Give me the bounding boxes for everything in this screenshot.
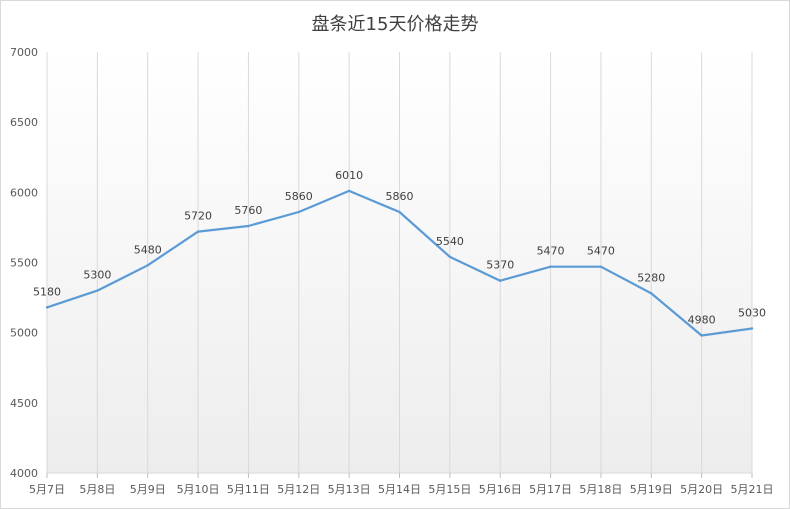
x-tick-label: 5月8日: [79, 483, 115, 496]
x-tick-label: 5月12日: [277, 483, 320, 496]
data-label: 5860: [285, 190, 313, 203]
data-label: 4980: [688, 313, 716, 326]
y-tick-label: 6000: [10, 186, 38, 199]
data-label: 5470: [537, 245, 565, 258]
data-point: [45, 306, 49, 309]
x-tick-label: 5月15日: [428, 483, 471, 496]
data-label: 5540: [436, 235, 464, 248]
data-label: 5720: [184, 210, 212, 223]
data-label: 5480: [134, 243, 162, 256]
y-tick-label: 4500: [10, 397, 38, 410]
data-point: [650, 292, 653, 295]
data-point: [347, 189, 351, 193]
x-tick-label: 5月17日: [529, 483, 572, 496]
data-point: [549, 265, 552, 268]
x-tick-label: 5月20日: [680, 483, 723, 496]
data-point: [196, 230, 200, 233]
x-tick-label: 5月13日: [328, 483, 371, 496]
data-point: [599, 265, 603, 268]
y-axis: 4000 4500 5000 5500 6000 6500 7000: [10, 46, 48, 480]
y-tick-label: 5000: [10, 327, 38, 340]
y-tick-label: 7000: [10, 46, 38, 59]
data-label: 5370: [486, 259, 514, 272]
y-tick-label: 4000: [10, 467, 38, 480]
data-label: 5470: [587, 245, 615, 258]
data-point: [398, 210, 401, 214]
x-tick-label: 5月18日: [579, 483, 622, 496]
data-labels: 5180 5300 5480 5720 5760 5860 6010 5860 5540 5370…: [33, 169, 766, 327]
x-tick-label: 5月10日: [177, 483, 220, 496]
data-point: [700, 334, 703, 337]
data-label: 5030: [738, 306, 766, 319]
data-point: [297, 210, 300, 214]
x-axis: 5月7日 5月8日 5月9日 5月10日 5月11日 5月12日 5月13日 5月14日 5月1…: [29, 472, 774, 496]
chart-title: 盘条近15天价格走势: [311, 14, 479, 35]
x-tick-label: 5月21日: [731, 483, 774, 496]
x-tick-label: 5月19日: [630, 483, 673, 496]
data-point: [146, 264, 149, 267]
series-group: [45, 189, 754, 337]
y-tick-label: 5500: [10, 257, 38, 270]
data-point: [499, 279, 502, 282]
data-point: [247, 224, 250, 228]
x-tick-label: 5月7日: [29, 483, 65, 496]
data-label: 5280: [637, 271, 665, 284]
grid-lines: [96, 52, 753, 473]
data-point: [750, 327, 754, 330]
data-point: [96, 289, 99, 292]
y-tick-label: 6500: [10, 116, 38, 129]
data-label: 5760: [234, 204, 262, 217]
x-tick-label: 5月11日: [227, 483, 270, 496]
data-label: 5860: [386, 190, 414, 203]
x-tick-label: 5月9日: [130, 483, 166, 496]
x-tick-label: 5月16日: [479, 483, 522, 496]
data-label: 5180: [33, 285, 61, 298]
x-tick-label: 5月14日: [378, 483, 421, 496]
data-label: 5300: [83, 269, 111, 282]
data-point: [448, 255, 452, 259]
data-label: 6010: [335, 169, 363, 182]
